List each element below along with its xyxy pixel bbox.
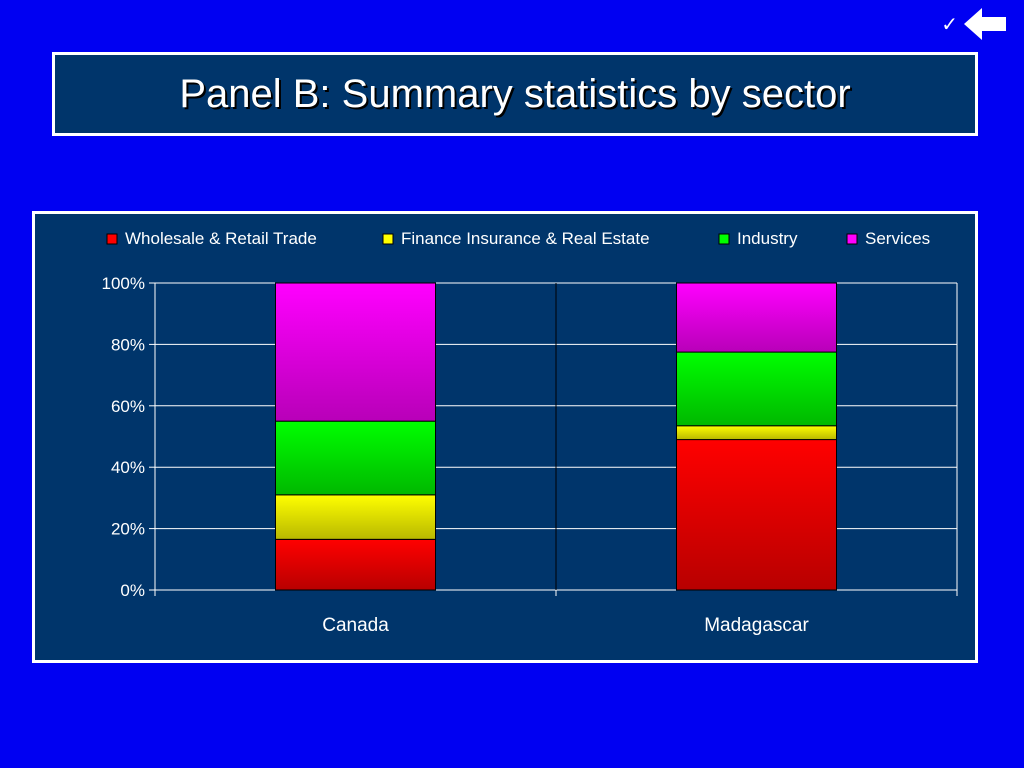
bar-segment-madagascar-finance-insurance-real-estate — [676, 425, 837, 441]
legend-swatch — [846, 233, 858, 245]
stacked-bar-chart: 0% 20% 40% 60% 80% 100% Canada Madagascar Wholes… — [102, 229, 958, 636]
y-tick-label: 80% — [111, 335, 145, 354]
x-tick-label: Canada — [322, 615, 389, 636]
page-title: Panel B: Summary statistics by sector — [179, 71, 851, 116]
y-tick-label: 100% — [102, 274, 145, 293]
legend-label: Services — [865, 229, 930, 248]
slide-nav: ✓ — [941, 6, 1008, 42]
back-arrow-icon[interactable] — [962, 6, 1008, 42]
x-tick-label: Madagascar — [704, 615, 809, 636]
bar-segment-canada-services — [275, 282, 436, 422]
y-tick-label: 40% — [111, 458, 145, 477]
legend-swatch — [106, 233, 118, 245]
legend-label: Wholesale & Retail Trade — [125, 229, 317, 248]
y-tick-label: 0% — [120, 581, 145, 600]
bar-segment-madagascar-industry — [676, 351, 837, 427]
y-tick-label: 20% — [111, 520, 145, 539]
legend-label: Industry — [737, 229, 798, 248]
bar-segment-madagascar-wholesale-retail-trade — [676, 439, 837, 591]
chart-container: 0% 20% 40% 60% 80% 100% Canada Madagascar Wholes… — [32, 211, 978, 663]
bar-segment-canada-wholesale-retail-trade — [275, 538, 436, 591]
legend-swatch — [718, 233, 730, 245]
bar-segment-madagascar-services — [676, 282, 837, 353]
bar-segment-canada-finance-insurance-real-estate — [275, 494, 436, 540]
checkmark-icon[interactable]: ✓ — [941, 12, 958, 36]
legend-label: Finance Insurance & Real Estate — [401, 229, 650, 248]
y-tick-label: 60% — [111, 397, 145, 416]
bar-segment-canada-industry — [275, 420, 436, 496]
title-box: Panel B: Summary statistics by sector — [52, 52, 978, 136]
legend-swatch — [382, 233, 394, 245]
